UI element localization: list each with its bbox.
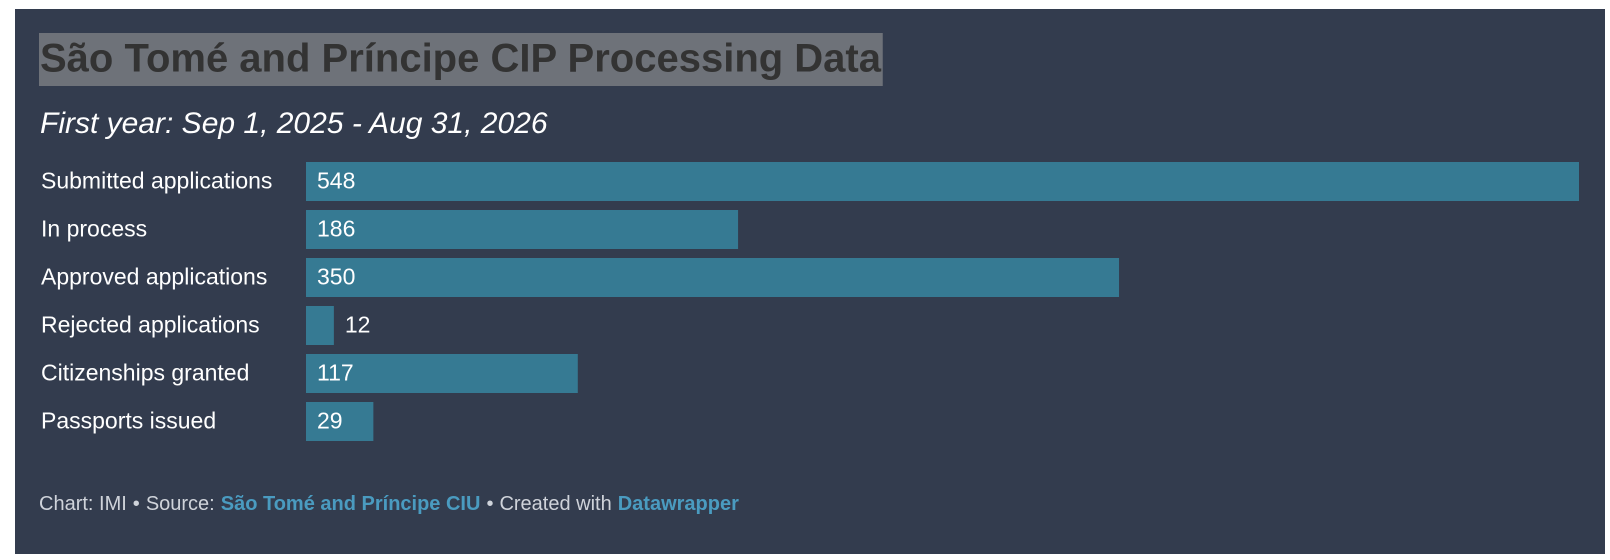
title-highlight [39,33,883,86]
bar [306,210,739,249]
value-label: 350 [317,264,355,290]
value-label: 548 [317,168,355,194]
value-label: 186 [317,216,355,242]
category-label: Submitted applications [41,168,272,194]
bar [306,162,1579,201]
value-label: 29 [317,408,343,434]
bar [306,354,578,393]
separator: • [486,493,493,515]
value-label: 117 [317,360,354,386]
source-label: Source: [146,493,215,515]
separator: • [133,493,140,515]
category-label: Passports issued [41,408,216,434]
footer: Chart: IMI • Source: São Tomé and Príncipe … [39,493,739,515]
category-label: Rejected applications [41,312,260,338]
chart-subtitle: First year: Sep 1, 2025 - Aug 31, 2026 [40,107,548,140]
datawrapper-link[interactable]: Datawrapper [618,493,739,515]
category-label: Approved applications [41,264,267,290]
created-label: Created with [499,493,611,515]
footer-chart: Chart: IMI [39,493,127,515]
value-label: 12 [345,312,371,338]
source-link[interactable]: São Tomé and Príncipe CIU [221,493,481,515]
bar [306,402,374,441]
bar [306,306,334,345]
bar [306,258,1120,297]
chart-title: São Tomé and Príncipe CIP Processing Dat… [40,37,882,81]
category-label: In process [41,216,147,242]
category-label: Citizenships granted [41,360,249,386]
